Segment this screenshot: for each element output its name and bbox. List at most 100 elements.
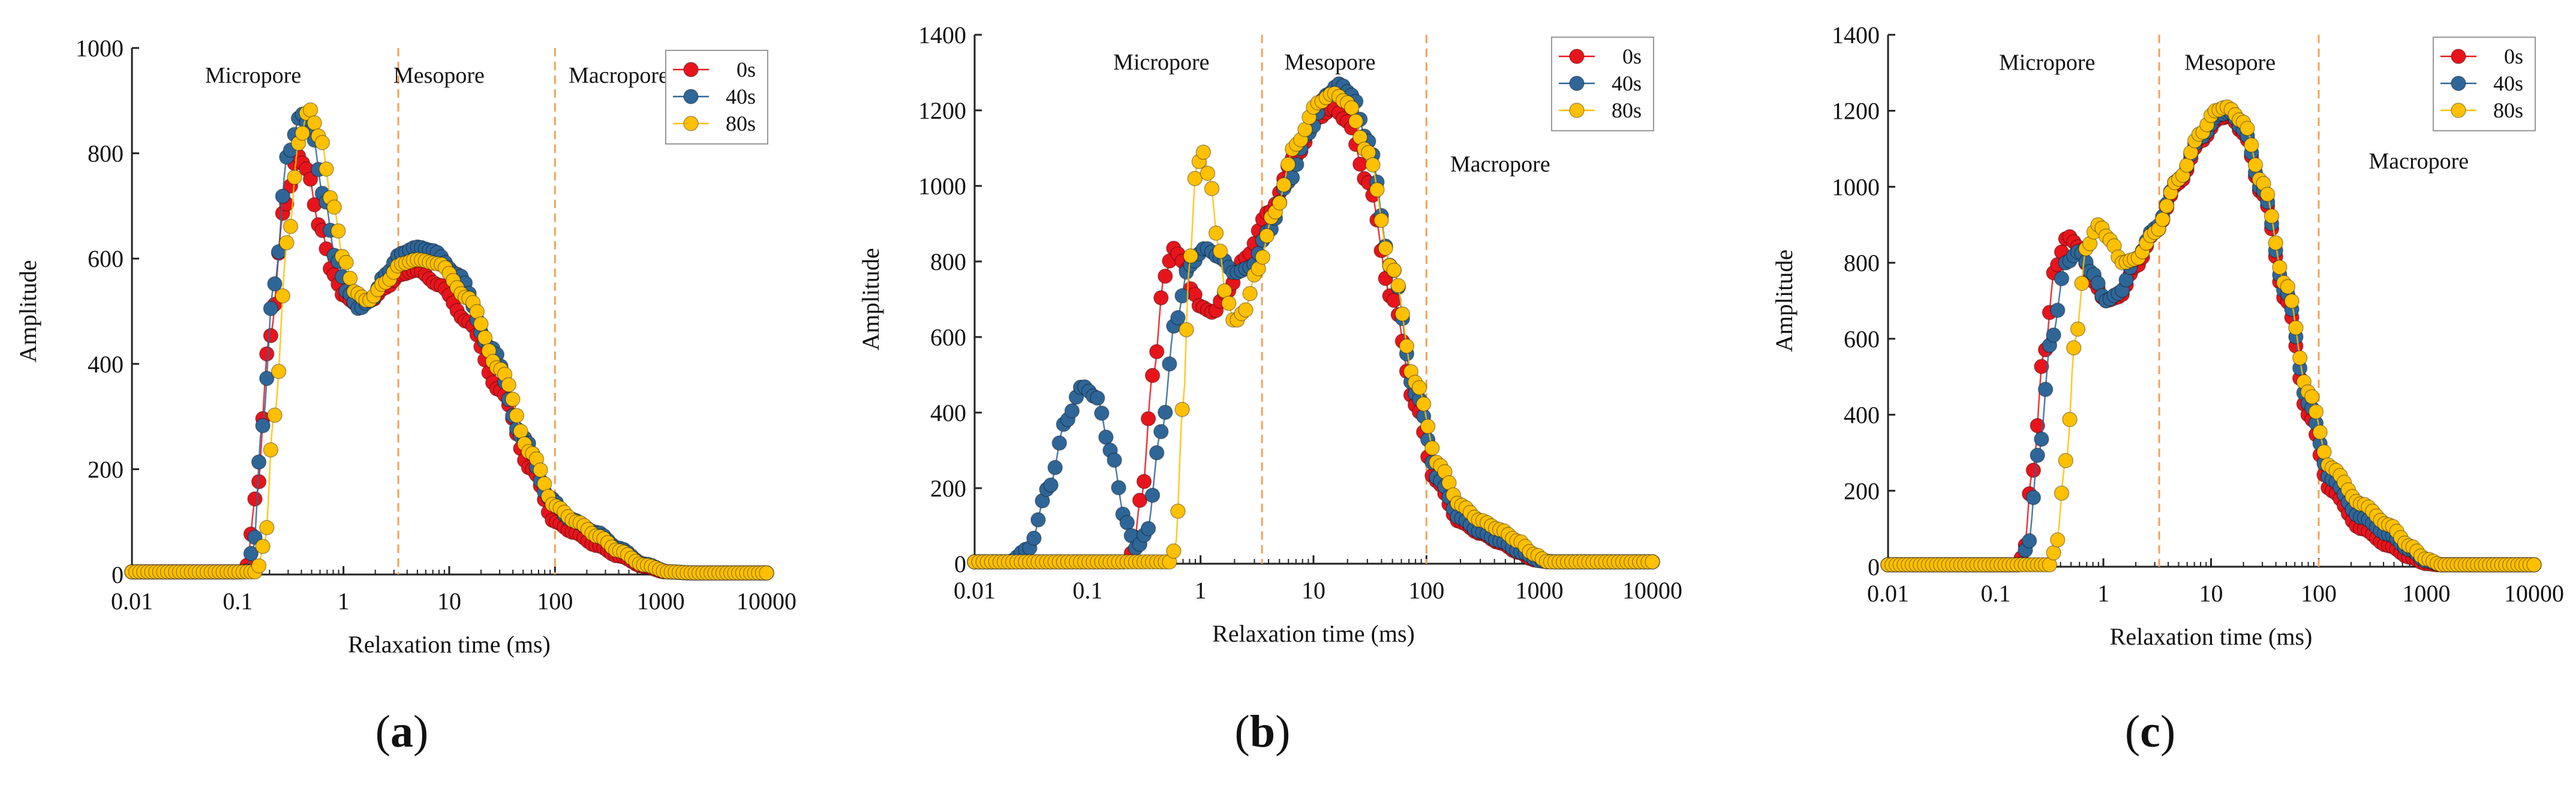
data-point	[1399, 338, 1415, 354]
y-tick-label: 200	[1844, 477, 1880, 504]
data-point	[247, 491, 263, 507]
data-point	[1378, 240, 1393, 256]
data-point	[1645, 554, 1660, 570]
data-point	[2049, 532, 2066, 548]
region-label-macropore: Macropore	[1450, 152, 1550, 177]
data-point	[477, 330, 493, 345]
legend-marker	[683, 116, 699, 131]
y-axis-title: Amplitude	[857, 248, 884, 350]
data-point	[2240, 121, 2255, 136]
data-point	[1187, 170, 1203, 187]
data-point	[1272, 195, 1288, 211]
legend-label-40s: 40s	[726, 85, 756, 109]
data-point	[2292, 350, 2308, 366]
series-80s	[1880, 99, 2542, 573]
data-point	[2021, 533, 2037, 549]
data-point	[2268, 235, 2283, 251]
data-point	[302, 102, 318, 118]
data-point	[2046, 545, 2061, 561]
data-point	[1170, 310, 1186, 326]
y-tick-label: 800	[930, 248, 966, 275]
data-point	[2308, 404, 2324, 420]
data-point	[1140, 521, 1156, 537]
data-point	[2288, 320, 2304, 336]
data-point	[2247, 157, 2264, 173]
data-point	[2062, 411, 2078, 428]
data-point	[318, 161, 334, 177]
data-point	[1212, 243, 1228, 259]
data-point	[1153, 290, 1169, 306]
region-label-macropore: Macropore	[2368, 149, 2469, 174]
data-point	[1051, 435, 1068, 451]
data-point	[1386, 262, 1402, 278]
data-point	[251, 454, 267, 470]
y-tick-label: 1400	[918, 22, 966, 49]
data-point	[1255, 249, 1271, 265]
data-point	[1373, 212, 1389, 228]
x-tick-label: 100	[537, 588, 573, 615]
y-tick-label: 1000	[76, 35, 124, 62]
data-point	[1144, 488, 1161, 503]
data-point	[2025, 462, 2042, 478]
data-point	[2244, 137, 2259, 153]
x-tick-label: 10	[437, 588, 461, 615]
data-point	[275, 288, 291, 304]
series-40s	[967, 76, 1660, 570]
data-point	[2272, 259, 2288, 275]
data-point	[2074, 275, 2090, 291]
y-tick-label: 800	[88, 140, 124, 167]
y-tick-label: 1000	[1832, 173, 1880, 200]
data-point	[1204, 181, 1220, 197]
data-point	[1174, 288, 1190, 304]
legend-marker	[683, 62, 699, 77]
data-point	[1119, 515, 1135, 531]
data-point	[1280, 157, 1296, 172]
y-tick-label: 1000	[918, 173, 966, 200]
x-tick-label: 1	[1195, 577, 1207, 604]
data-point	[505, 392, 521, 407]
data-point	[2046, 327, 2061, 343]
series-0s	[967, 101, 1660, 570]
data-point	[2054, 485, 2070, 501]
x-tick-label: 1	[2097, 580, 2109, 607]
y-tick-label: 1200	[1832, 98, 1880, 125]
data-point	[302, 172, 318, 187]
data-point	[1166, 543, 1182, 559]
data-point	[1208, 225, 1224, 241]
y-tick-label: 400	[88, 351, 124, 378]
data-point	[342, 270, 358, 286]
x-tick-label: 1000	[2403, 580, 2451, 607]
legend-box	[2433, 37, 2536, 131]
x-axis-title: Relaxation time (ms)	[2110, 623, 2313, 650]
x-tick-label: 10	[2199, 580, 2223, 607]
data-point	[533, 462, 548, 478]
region-label-mesopore: Mesopore	[393, 63, 485, 88]
data-point	[2030, 447, 2045, 463]
x-tick-label: 10000	[737, 588, 796, 615]
series-line	[975, 83, 1652, 563]
x-tick-label: 1000	[637, 588, 685, 615]
data-point	[1149, 344, 1165, 360]
legend-label-80s: 80s	[2493, 98, 2523, 122]
y-tick-label: 600	[930, 324, 966, 351]
data-point	[1047, 459, 1063, 476]
data-point	[1026, 530, 1042, 546]
data-point	[263, 327, 279, 344]
data-point	[2066, 340, 2082, 356]
y-tick-label: 0	[954, 551, 966, 578]
data-point	[263, 442, 279, 458]
region-label-mesopore: Mesopore	[1285, 50, 1376, 75]
data-point	[2284, 293, 2300, 309]
data-point	[2034, 359, 2049, 374]
data-point	[255, 418, 270, 434]
series-line	[1888, 112, 2534, 566]
data-point	[338, 254, 354, 270]
data-point	[270, 363, 287, 380]
data-point	[2037, 381, 2054, 398]
data-point	[1136, 474, 1152, 489]
region-label-macropore: Macropore	[569, 63, 669, 88]
x-tick-label: 0.1	[223, 588, 253, 615]
legend: 0s 40s 80s	[2433, 37, 2536, 131]
data-point	[255, 539, 270, 554]
data-point	[2159, 198, 2175, 214]
